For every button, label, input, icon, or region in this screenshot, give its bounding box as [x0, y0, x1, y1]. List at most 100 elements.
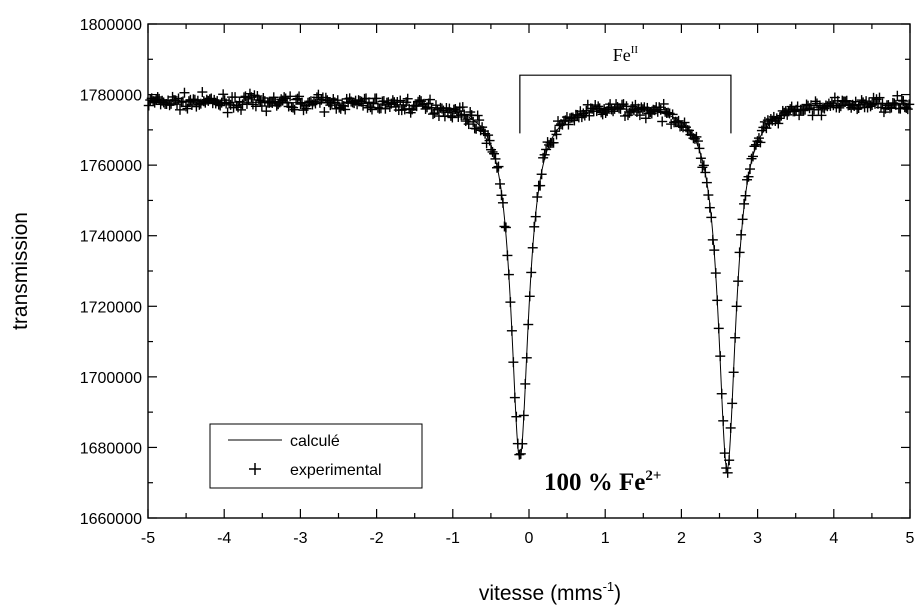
experimental-point: [608, 106, 619, 117]
experimental-point: [494, 178, 505, 189]
experimental-point: [471, 123, 482, 134]
axis-ticks: [147, 23, 911, 519]
experimental-point: [593, 101, 604, 112]
experimental-point: [715, 351, 726, 362]
y-tick-label: 1740000: [80, 229, 142, 246]
experimental-point: [143, 100, 154, 111]
x-tick-labels: -5 -4 -3 -2 -1 0 1 2 3 4 5: [141, 530, 915, 547]
experimental-point: [289, 104, 300, 115]
experimental-point: [526, 267, 537, 278]
experimental-point: [164, 100, 175, 111]
experimental-point: [222, 107, 233, 118]
experimental-point: [710, 268, 721, 279]
legend-box: [209, 423, 423, 489]
experimental-point: [749, 141, 760, 152]
fe2-label-sup: 2+: [645, 468, 661, 484]
legend-label-calcule: calculé: [290, 433, 340, 450]
legend-label-experimental: experimental: [290, 462, 382, 479]
experimental-point: [691, 131, 702, 142]
experimental-point: [420, 103, 431, 114]
legend: calculé experimental: [209, 423, 423, 489]
experimental-point: [736, 229, 747, 240]
experimental-point: [673, 115, 684, 126]
experimental-point: [584, 110, 595, 121]
experimental-point: [527, 242, 538, 253]
experimental-point: [411, 101, 422, 112]
y-tick-label: 1680000: [80, 440, 142, 457]
experimental-point: [532, 192, 543, 203]
experimental-point: [718, 415, 729, 426]
experimental-point: [457, 102, 468, 113]
experimental-point: [340, 104, 351, 115]
experimental-point: [472, 110, 483, 121]
experimental-point: [179, 87, 190, 98]
experimental-point: [523, 319, 534, 330]
experimental-point: [524, 291, 535, 302]
y-tick-label: 1780000: [80, 88, 142, 105]
experimental-point: [529, 221, 540, 232]
experimental-point: [798, 105, 809, 116]
experimental-point: [536, 169, 547, 180]
experimental-point: [551, 129, 562, 140]
experimental-point: [794, 110, 805, 121]
y-tick-label: 1800000: [80, 17, 142, 34]
experimental-point: [709, 245, 720, 256]
experimental-point: [468, 116, 479, 127]
experimental-point: [600, 108, 611, 119]
experimental-point: [174, 104, 185, 115]
experimental-point: [663, 107, 674, 118]
experimental-point: [268, 92, 279, 103]
experimental-point: [745, 164, 756, 175]
y-tick-label: 1720000: [80, 299, 142, 316]
experimental-point: [515, 448, 526, 459]
experimental-point: [904, 99, 915, 110]
experimental-point: [737, 214, 748, 225]
x-tick-label: 5: [906, 530, 915, 547]
x-axis-title-sup: -1: [603, 579, 615, 594]
experimental-point: [218, 89, 229, 100]
fe-ii-label-sup: II: [631, 44, 639, 56]
x-tick-label: 3: [753, 530, 762, 547]
experimental-point: [496, 190, 507, 201]
x-tick-label: 1: [601, 530, 610, 547]
fe-ii-bracket: [519, 74, 732, 134]
experimental-point: [358, 100, 369, 111]
experimental-point: [301, 103, 312, 114]
experimental-point: [261, 106, 272, 117]
experimental-point: [518, 410, 529, 421]
experimental-point: [294, 91, 305, 102]
experimental-point: [295, 99, 306, 110]
experimental-point: [500, 222, 511, 233]
experimental-point: [722, 467, 733, 478]
experimental-point: [731, 301, 742, 312]
experimental-point: [530, 211, 541, 222]
experimental-point: [509, 392, 520, 403]
calcule-line: [148, 101, 911, 471]
experimental-point: [739, 198, 750, 209]
experimental-point: [703, 190, 714, 201]
experimental-point: [810, 96, 821, 107]
x-tick-label: -3: [293, 530, 307, 547]
experimental-point: [700, 167, 711, 178]
experimental-point: [716, 388, 727, 399]
experimental-point: [698, 160, 709, 171]
experimental-point: [279, 92, 290, 103]
experimental-point: [224, 98, 235, 109]
experimental-point: [624, 107, 635, 118]
experimental-point: [898, 96, 909, 107]
experimental-point: [506, 325, 517, 336]
experimental-point: [834, 102, 845, 113]
experimental-point: [319, 106, 330, 117]
experimental-point: [892, 90, 903, 101]
x-tick-label: -4: [217, 530, 231, 547]
experimental-point: [725, 422, 736, 433]
experimental-point: [637, 104, 648, 115]
experimental-point: [497, 197, 508, 208]
experimental-point: [865, 101, 876, 112]
experimental-point: [236, 104, 247, 115]
experimental-point: [428, 109, 439, 120]
experimental-point: [548, 137, 559, 148]
experimental-point: [753, 133, 764, 144]
experimental-point: [747, 151, 758, 162]
